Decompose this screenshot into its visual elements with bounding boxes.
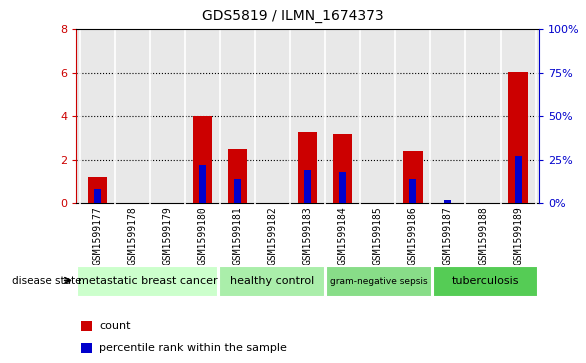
Text: GDS5819 / ILMN_1674373: GDS5819 / ILMN_1674373 xyxy=(202,9,384,23)
Text: tuberculosis: tuberculosis xyxy=(452,276,519,286)
Bar xyxy=(509,72,528,203)
Text: GSM1599189: GSM1599189 xyxy=(513,206,523,265)
Bar xyxy=(333,134,352,203)
Bar xyxy=(81,343,93,353)
FancyBboxPatch shape xyxy=(433,266,539,297)
Text: count: count xyxy=(100,321,131,331)
Text: GSM1599183: GSM1599183 xyxy=(302,206,313,265)
Text: gram-negative sepsis: gram-negative sepsis xyxy=(330,277,428,286)
Text: percentile rank within the sample: percentile rank within the sample xyxy=(100,343,287,353)
Bar xyxy=(228,149,247,203)
Bar xyxy=(87,177,107,203)
Text: metastatic breast cancer: metastatic breast cancer xyxy=(77,276,217,286)
Bar xyxy=(298,132,317,203)
Bar xyxy=(193,116,212,203)
Text: GSM1599177: GSM1599177 xyxy=(92,206,102,265)
Bar xyxy=(410,179,417,203)
Text: healthy control: healthy control xyxy=(230,276,314,286)
FancyBboxPatch shape xyxy=(326,266,431,297)
Text: disease state: disease state xyxy=(12,276,81,286)
Bar xyxy=(339,172,346,203)
Bar xyxy=(234,179,241,203)
Bar xyxy=(515,156,522,203)
FancyBboxPatch shape xyxy=(77,266,218,297)
Text: GSM1599182: GSM1599182 xyxy=(268,206,278,265)
Text: GSM1599181: GSM1599181 xyxy=(233,206,243,265)
FancyBboxPatch shape xyxy=(219,266,325,297)
Text: GSM1599180: GSM1599180 xyxy=(197,206,207,265)
Text: GSM1599178: GSM1599178 xyxy=(127,206,137,265)
Bar xyxy=(199,165,206,203)
Text: GSM1599186: GSM1599186 xyxy=(408,206,418,265)
Bar xyxy=(304,170,311,203)
Text: GSM1599185: GSM1599185 xyxy=(373,206,383,265)
Bar xyxy=(94,189,101,203)
Text: GSM1599188: GSM1599188 xyxy=(478,206,488,265)
Text: GSM1599179: GSM1599179 xyxy=(162,206,172,265)
Bar xyxy=(81,322,93,331)
Bar xyxy=(444,200,451,203)
Bar xyxy=(403,151,423,203)
Text: GSM1599184: GSM1599184 xyxy=(338,206,347,265)
Text: GSM1599187: GSM1599187 xyxy=(443,206,453,265)
